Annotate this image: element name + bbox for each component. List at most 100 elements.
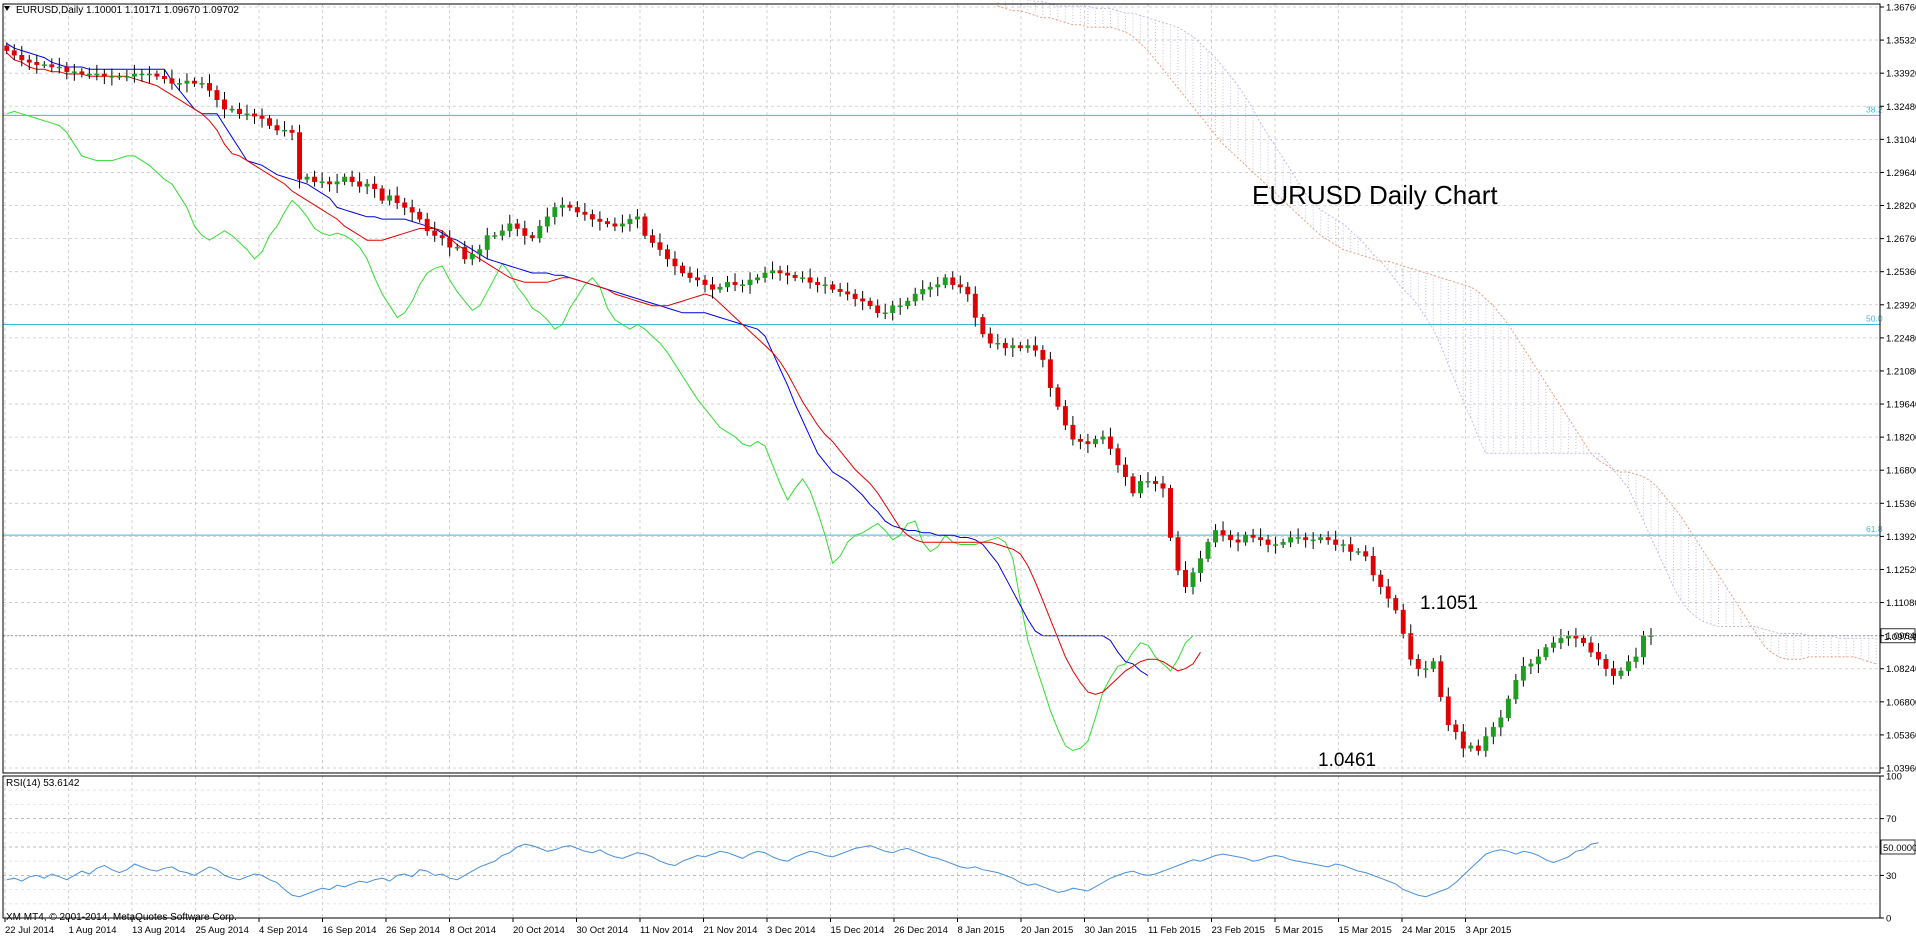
main-grid [3,4,1880,773]
candle-bear [312,176,318,182]
candle-bull [1100,436,1106,440]
candle-bear [950,277,956,285]
candle-bear [417,211,423,220]
x-tick-label: 1 Aug 2014 [69,925,117,936]
y-tick-label: 1.03960 [1886,764,1916,775]
candle-bull [109,76,115,78]
candle-bear [289,129,295,133]
candle-bear [101,73,107,77]
candle-bear [867,300,873,306]
y-tick-label: 1.22480 [1886,333,1916,344]
candle-bull [1535,656,1541,665]
candle-bull [1138,481,1143,494]
candle-bear [815,282,821,285]
candle-bull [1558,637,1564,644]
rsi-tick-label: 0 [1886,914,1891,925]
candle-bear [1611,668,1616,676]
rsi-frame [2,775,1881,919]
candle-bear [807,277,813,283]
y-tick-label: 1.15360 [1886,499,1916,510]
candle-bear [514,223,520,229]
candle-bear [860,298,866,302]
candle-bear [409,207,415,213]
candle-bull [94,73,100,76]
candle-bear [1265,539,1271,545]
x-tick-label: 26 Dec 2014 [894,925,948,936]
candle-bear [852,293,858,299]
collapse-triangle-icon[interactable] [4,6,10,11]
candle-bear [1047,359,1053,388]
candle-bear [785,272,791,276]
candle-bull [920,289,926,295]
candle-bear [439,235,445,239]
y-tick-label: 1.09640 [1886,631,1916,642]
candle-bear [1122,464,1128,477]
candle-bear [357,181,363,187]
candle-bear [267,118,272,126]
candle-bull [484,235,490,250]
copyright-footer: XM MT4, © 2001-2014, MetaQuotes Software… [6,912,237,923]
candle-bull [334,181,340,185]
x-tick-label: 23 Feb 2015 [1212,925,1265,936]
kijun-sen-line [6,43,1149,677]
candle-bear [432,230,438,236]
candle-bull [56,66,62,69]
candle-bear [522,228,528,236]
rsi-series [3,818,1880,898]
candle-bull [1198,558,1203,573]
annotation-low: 1.0461 [1318,750,1376,771]
candle-bull [1618,670,1624,676]
candle-bear [297,132,303,180]
candle-bull [146,73,152,76]
candle-bull [882,312,888,315]
candle-bull [499,230,505,236]
candle-bear [1085,441,1091,445]
candle-bear [349,176,355,182]
candle-bear [1370,555,1376,576]
candle-bear [1445,696,1451,726]
x-tick-label: 3 Dec 2014 [767,925,816,936]
candle-bear [447,237,453,248]
candle-bull [131,73,137,77]
chart-title: EURUSD Daily Chart [1252,180,1498,210]
y-tick-label: 1.35320 [1886,36,1916,47]
candle-bear [192,80,197,84]
candle-bull [1010,345,1016,349]
y-tick-label: 1.05360 [1886,730,1916,741]
candle-bear [672,258,678,267]
x-tick-label: 22 Jul 2014 [5,925,54,936]
candle-bear [274,125,280,131]
x-tick-label: 8 Oct 2014 [450,925,496,936]
candle-bull [387,195,393,201]
candle-bear [582,211,588,215]
candle-bull [762,272,768,278]
y-tick-label: 1.16800 [1886,466,1916,477]
candle-bull [1310,539,1316,542]
candle-bear [1258,537,1264,541]
candle-bear [642,216,648,236]
annotation-high: 1.1051 [1420,593,1478,614]
axes: 1.36760 1.35320 1.33920 1.32480 1.31040 1.296… [2,3,1916,936]
candle-bear [695,277,700,281]
candle-bull [627,218,633,225]
candle-bear [372,183,378,189]
candle-bear [424,218,430,232]
candle-bull [905,300,911,306]
candle-bear [567,204,573,208]
candle-bull [544,216,550,227]
candle-bull [912,293,918,302]
y-tick-label: 1.12520 [1886,565,1916,576]
candle-bull [282,129,288,132]
candle-bull [1505,698,1511,719]
x-tick-label: 15 Dec 2014 [831,925,885,936]
candle-bull [537,225,543,239]
candle-bear [1002,342,1008,349]
candle-bear [649,235,655,243]
candle-bear [1378,574,1384,587]
candle-bull [559,204,565,208]
rsi-tick-label: 30 [1886,871,1897,882]
candle-bear [792,275,798,278]
candle-bear [589,214,595,220]
senkou-span-a-line [997,5,1877,665]
